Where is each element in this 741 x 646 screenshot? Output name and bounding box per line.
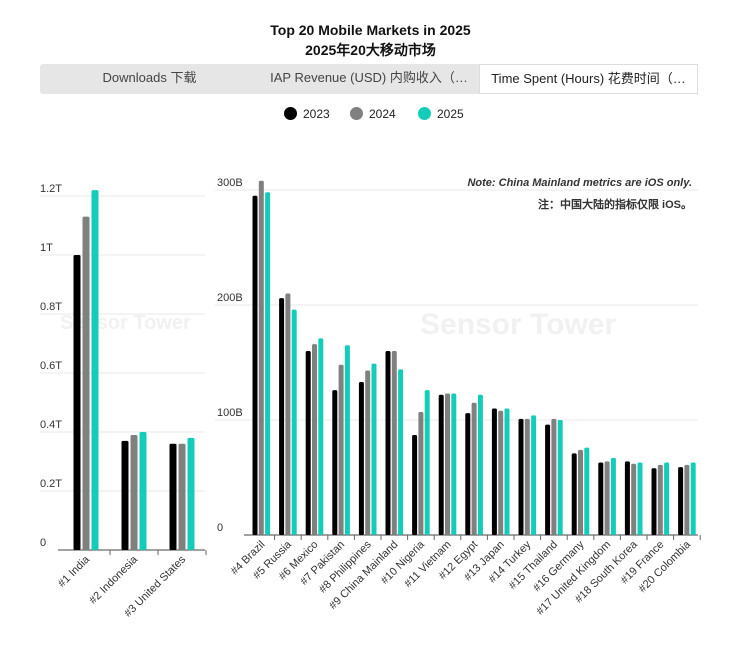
left-bar-2025 bbox=[187, 437, 195, 550]
right-bar-2023 bbox=[385, 351, 391, 535]
right-bar-2025 bbox=[451, 393, 457, 535]
left-bar-2023 bbox=[73, 255, 81, 550]
right-bar-2025 bbox=[265, 192, 271, 536]
left-y-tick-label: 0.8T bbox=[40, 301, 62, 313]
right-bar-2025 bbox=[291, 309, 297, 535]
legend-item-2025[interactable]: 2025 bbox=[418, 104, 464, 124]
legend-swatch-2025 bbox=[418, 107, 431, 120]
left-bar-2024 bbox=[130, 434, 138, 550]
right-bar-2023 bbox=[252, 195, 258, 535]
right-bar-2024 bbox=[684, 464, 690, 535]
right-bar-2025 bbox=[557, 420, 563, 535]
right-bar-2024 bbox=[285, 293, 291, 535]
left-bar-2025 bbox=[91, 190, 99, 550]
right-bar-2025 bbox=[398, 369, 404, 535]
left-bar-2025 bbox=[139, 432, 147, 550]
right-bar-2025 bbox=[424, 390, 430, 535]
right-bar-2024 bbox=[365, 370, 371, 535]
legend: 2023 2024 2025 bbox=[0, 104, 741, 124]
right-bar-2025 bbox=[610, 457, 616, 535]
right-y-tick-label: 300B bbox=[217, 177, 243, 189]
right-bar-2024 bbox=[657, 464, 663, 535]
note-chinese: 注：中国大陆的指标仅限 iOS。 bbox=[537, 199, 692, 211]
right-bar-2024 bbox=[445, 393, 450, 535]
left-y-tick-label: 1.2T bbox=[40, 183, 62, 195]
right-y-tick-label: 100B bbox=[217, 407, 243, 419]
right-bar-2024 bbox=[391, 351, 397, 535]
right-y-tick-label: 0 bbox=[217, 522, 223, 534]
right-bar-2023 bbox=[598, 462, 604, 535]
right-bar-2025 bbox=[504, 408, 510, 535]
legend-label: 2023 bbox=[303, 107, 330, 121]
right-bar-2025 bbox=[531, 415, 537, 535]
right-bar-2024 bbox=[551, 418, 557, 535]
right-bar-2024 bbox=[498, 410, 504, 535]
right-bar-2023 bbox=[651, 468, 657, 535]
right-bar-2025 bbox=[690, 462, 696, 535]
right-bar-2023 bbox=[358, 382, 364, 535]
right-bar-2023 bbox=[438, 394, 444, 535]
right-bar-2025 bbox=[637, 462, 643, 535]
right-bar-2023 bbox=[332, 390, 338, 535]
right-bar-2025 bbox=[371, 363, 377, 535]
tab-iap-revenue[interactable]: IAP Revenue (USD) 内购收入（… bbox=[270, 70, 468, 85]
right-bar-2025 bbox=[664, 462, 670, 535]
left-y-tick-label: 1T bbox=[40, 242, 53, 254]
left-y-tick-label: 0.4T bbox=[40, 419, 62, 431]
legend-item-2023[interactable]: 2023 bbox=[284, 104, 330, 124]
left-y-tick-label: 0.2T bbox=[40, 478, 62, 490]
right-bar-2023 bbox=[678, 467, 684, 535]
chart-title: Top 20 Mobile Markets in 2025 bbox=[270, 22, 471, 38]
right-bar-2023 bbox=[412, 434, 418, 535]
right-bar-2023 bbox=[491, 408, 497, 535]
legend-label: 2025 bbox=[437, 107, 464, 121]
metric-tabs: Downloads 下载 IAP Revenue (USD) 内购收入（… Ti… bbox=[40, 64, 698, 94]
right-bar-2023 bbox=[518, 418, 524, 535]
right-bar-2023 bbox=[545, 424, 551, 535]
right-bar-2023 bbox=[279, 298, 285, 535]
right-bar-2023 bbox=[305, 351, 311, 535]
legend-label: 2024 bbox=[369, 107, 396, 121]
tab-downloads[interactable]: Downloads 下载 bbox=[102, 70, 197, 85]
right-bar-2024 bbox=[524, 418, 530, 535]
right-bar-2024 bbox=[312, 344, 317, 535]
right-bar-2023 bbox=[465, 413, 471, 535]
right-bar-2024 bbox=[578, 449, 583, 535]
right-bar-2024 bbox=[418, 411, 424, 535]
chart-subtitle: 2025年20大移动市场 bbox=[305, 42, 436, 58]
watermark-right: Sensor Tower bbox=[420, 308, 617, 341]
right-bar-2025 bbox=[344, 345, 350, 535]
right-bar-2025 bbox=[318, 338, 324, 535]
legend-item-2024[interactable]: 2024 bbox=[350, 104, 396, 124]
right-bar-2024 bbox=[471, 402, 477, 535]
right-bar-2023 bbox=[571, 453, 577, 535]
right-bar-2025 bbox=[477, 394, 483, 535]
right-bar-2024 bbox=[604, 461, 610, 535]
note-english: Note: China Mainland metrics are iOS onl… bbox=[467, 177, 692, 189]
right-bar-2023 bbox=[624, 461, 630, 535]
right-bar-2024 bbox=[631, 463, 637, 535]
legend-swatch-2024 bbox=[350, 107, 363, 120]
right-bar-2025 bbox=[584, 447, 590, 535]
right-bar-2024 bbox=[258, 180, 264, 536]
left-bar-2024 bbox=[178, 443, 186, 550]
left-bar-2023 bbox=[169, 443, 177, 550]
left-y-tick-label: 0 bbox=[40, 537, 46, 549]
tab-time-spent[interactable]: Time Spent (Hours) 花费时间（… bbox=[479, 64, 698, 94]
left-bar-2023 bbox=[121, 440, 129, 550]
legend-swatch-2023 bbox=[284, 107, 297, 120]
left-y-tick-label: 0.6T bbox=[40, 360, 62, 372]
left-category-label: #1 India bbox=[56, 553, 93, 590]
left-bar-2024 bbox=[82, 216, 90, 550]
right-bar-2024 bbox=[338, 364, 344, 535]
left-category-label: #2 Indonesia bbox=[87, 553, 141, 607]
right-y-tick-label: 200B bbox=[217, 292, 243, 304]
